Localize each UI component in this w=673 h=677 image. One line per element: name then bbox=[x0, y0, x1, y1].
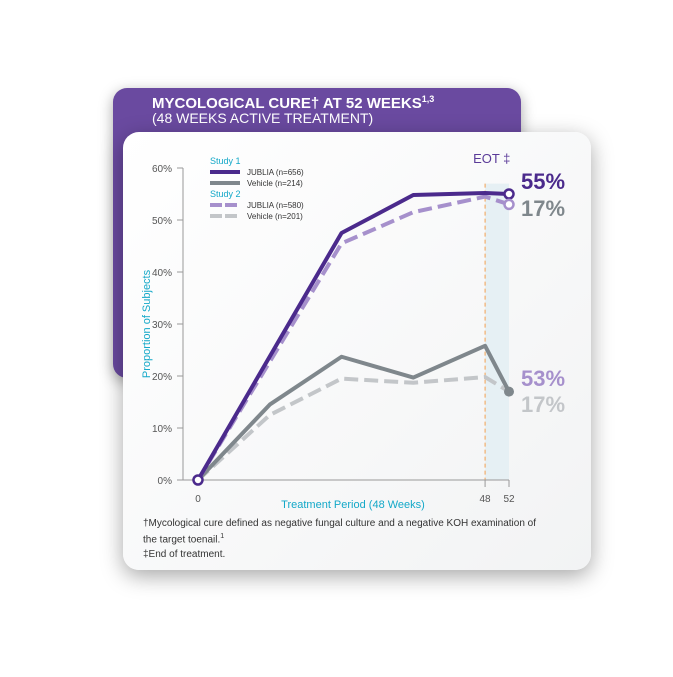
origin-marker bbox=[192, 474, 204, 486]
y-tick-label: 30% bbox=[152, 320, 172, 331]
y-tick-label: 10% bbox=[152, 424, 172, 435]
eot-label: EOT ‡ bbox=[473, 151, 510, 166]
x-tick-label: 48 bbox=[480, 494, 492, 505]
x-tick-label: 52 bbox=[503, 494, 515, 505]
legend-label: Vehicle (n=201) bbox=[247, 212, 303, 221]
x-axis-label: Treatment Period (48 Weeks) bbox=[281, 499, 425, 511]
legend-group-label: Study 2 bbox=[210, 189, 241, 199]
y-tick-label: 0% bbox=[158, 476, 173, 487]
footnote-double-dagger: ‡End of treatment. bbox=[143, 549, 226, 560]
series-line-2 bbox=[196, 194, 510, 482]
chart-title: MYCOLOGICAL CURE† AT 52 WEEKS1,3 bbox=[152, 94, 435, 112]
end-value-label: 17% bbox=[521, 392, 565, 417]
end-value-label: 17% bbox=[521, 196, 565, 221]
y-tick-label: 60% bbox=[152, 164, 172, 175]
end-marker bbox=[503, 198, 515, 211]
chart-subtitle: (48 WEEKS ACTIVE TREATMENT) bbox=[152, 110, 374, 126]
end-value-label: 53% bbox=[521, 366, 565, 391]
end-marker bbox=[504, 386, 514, 397]
legend-label: Vehicle (n=214) bbox=[247, 179, 303, 188]
series-line-3 bbox=[196, 375, 511, 482]
legend-label: JUBLIA (n=580) bbox=[247, 201, 304, 210]
y-axis-label: Proportion of Subjects bbox=[141, 269, 153, 378]
legend-label: JUBLIA (n=656) bbox=[247, 168, 304, 177]
x-tick-label: 0 bbox=[195, 494, 201, 505]
footnote-dagger: †Mycological cure defined as negative fu… bbox=[143, 518, 537, 546]
series-line-0 bbox=[196, 190, 510, 482]
end-value-label: 55% bbox=[521, 169, 565, 194]
series-line-1 bbox=[196, 343, 511, 482]
legend-group-label: Study 1 bbox=[210, 156, 241, 166]
y-tick-label: 20% bbox=[152, 372, 172, 383]
y-tick-label: 40% bbox=[152, 268, 172, 279]
post-treatment-band bbox=[485, 183, 509, 480]
end-marker bbox=[503, 188, 515, 200]
y-tick-label: 50% bbox=[152, 216, 172, 227]
